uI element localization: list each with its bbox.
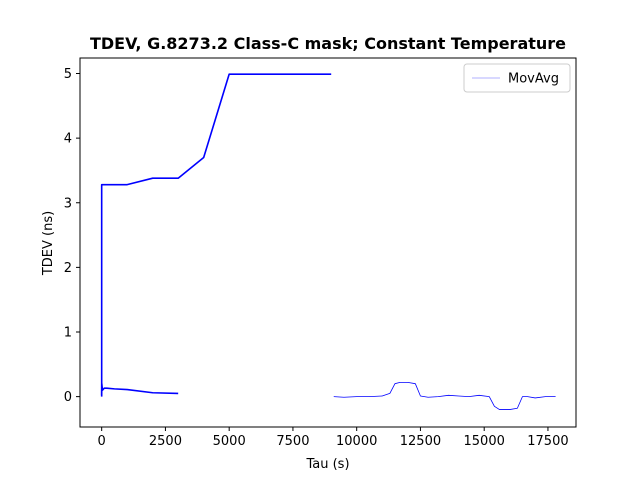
legend-label: MovAvg (508, 72, 559, 87)
x-tick-label: 12500 (400, 434, 441, 449)
plot-area: 0 2500 5000 7500 10000 12500 15000 17500 0 1 2 3 4 5 (64, 57, 577, 449)
x-tick-label: 15000 (464, 434, 505, 449)
series-line-tdev (100, 382, 179, 397)
y-tick-label: 5 (64, 67, 72, 82)
x-tick-label: 7500 (276, 434, 309, 449)
x-axis-label: Tau (s) (305, 457, 349, 472)
y-tick-label: 1 (64, 326, 72, 341)
y-axis-label: TDEV (ns) (41, 211, 56, 276)
y-tick-label: 4 (64, 132, 72, 147)
legend-box (463, 63, 571, 93)
y-tick-label: 3 (64, 196, 72, 211)
legend: MovAvg (463, 63, 571, 93)
y-tick-label: 0 (64, 390, 72, 405)
x-tick-label: 0 (98, 434, 106, 449)
x-tick-label: 10000 (336, 434, 377, 449)
y-tick-label: 2 (64, 261, 72, 276)
x-tick-label: 5000 (213, 434, 246, 449)
axes-frame (79, 57, 577, 428)
x-tick-label: 17500 (527, 434, 568, 449)
x-tick-label: 2500 (149, 434, 182, 449)
series-line-movavg (333, 382, 556, 410)
series-line-mask (100, 73, 332, 396)
chart-title: TDEV, G.8273.2 Class-C mask; Constant Te… (90, 34, 566, 53)
